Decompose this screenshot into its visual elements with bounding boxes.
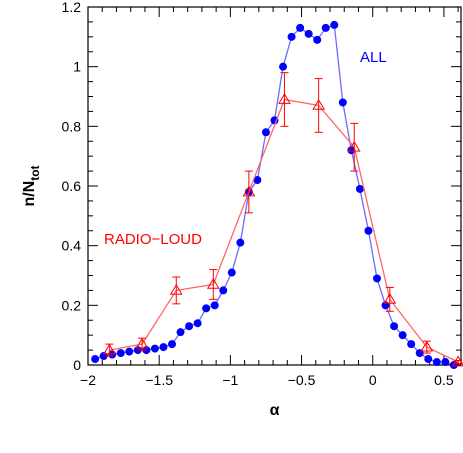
x-tick-label: 0 (369, 372, 377, 388)
x-tick-label: 0.5 (434, 372, 454, 388)
x-axis-label: α (270, 402, 280, 419)
data-point (279, 62, 288, 71)
data-point (355, 184, 364, 193)
data-point (125, 347, 134, 356)
x-tick-label: −0.5 (288, 372, 316, 388)
y-tick-label: 1.2 (62, 0, 82, 15)
data-point (253, 176, 262, 185)
y-tick-label: 0.4 (62, 238, 82, 254)
y-axis-label: n/Ntot (21, 165, 42, 206)
data-point (150, 344, 159, 353)
data-point (210, 301, 219, 310)
data-point (312, 98, 326, 110)
x-tick-label: −2 (80, 372, 96, 388)
plot-border (87, 6, 462, 366)
data-point (432, 358, 441, 367)
data-point (116, 349, 125, 358)
data-point (185, 322, 194, 331)
data-point (321, 23, 330, 32)
axis-ticks (87, 6, 461, 366)
data-point (193, 319, 202, 328)
data-point (420, 340, 434, 352)
data-point (159, 343, 168, 352)
data-point (169, 283, 183, 295)
y-tick-label: 0.8 (62, 118, 82, 134)
series-all (91, 20, 458, 369)
data-point (102, 343, 116, 355)
data-point (364, 226, 373, 235)
data-point (441, 358, 450, 367)
series-layer (91, 20, 463, 369)
plot-frame (87, 6, 462, 366)
data-point (398, 331, 407, 340)
data-point (373, 274, 382, 283)
data-point (167, 340, 176, 349)
data-point (227, 268, 236, 277)
y-tick-label: 1 (73, 59, 81, 75)
y-tick-label: 0.6 (62, 178, 82, 194)
series-radio-loud (102, 72, 463, 367)
y-tick-label: 0 (73, 357, 81, 373)
data-point (313, 35, 322, 44)
data-point (91, 355, 100, 364)
data-point (390, 322, 399, 331)
data-point (219, 286, 228, 295)
data-point (424, 355, 433, 364)
series-line (94, 24, 455, 366)
data-point (296, 23, 305, 32)
data-point (381, 301, 390, 310)
data-point (347, 146, 356, 155)
data-point (278, 92, 291, 104)
data-point (407, 340, 416, 349)
x-tick-labels: −2 −1.5 −1 −0.5 0 0.5 (80, 372, 454, 388)
y-axis-label-main: n/N (21, 181, 38, 207)
data-point (383, 292, 397, 304)
data-point (449, 361, 458, 369)
data-point (236, 238, 245, 247)
data-point (287, 32, 296, 41)
data-point (270, 116, 279, 125)
data-point (176, 328, 185, 337)
data-point (330, 20, 339, 29)
data-point (135, 337, 149, 349)
series-label-radio-loud: RADIO−LOUD (104, 231, 202, 248)
data-point (304, 29, 313, 38)
y-tick-labels: 0 0.2 0.4 0.6 0.8 1 1.2 (62, 0, 82, 373)
x-tick-label: −1.5 (145, 372, 173, 388)
data-point (415, 349, 424, 358)
data-point (451, 355, 463, 367)
data-point (206, 277, 220, 289)
data-point (242, 185, 256, 197)
y-tick-label: 0.2 (62, 297, 82, 313)
data-point (202, 304, 211, 313)
data-point (261, 128, 270, 137)
x-tick-label: −1 (222, 372, 238, 388)
series-label-all: ALL (360, 49, 387, 66)
y-axis-label-subscript: tot (28, 165, 42, 180)
svg-text:n/Ntot: n/Ntot (21, 165, 42, 206)
data-point (347, 140, 361, 152)
data-point (338, 98, 347, 107)
